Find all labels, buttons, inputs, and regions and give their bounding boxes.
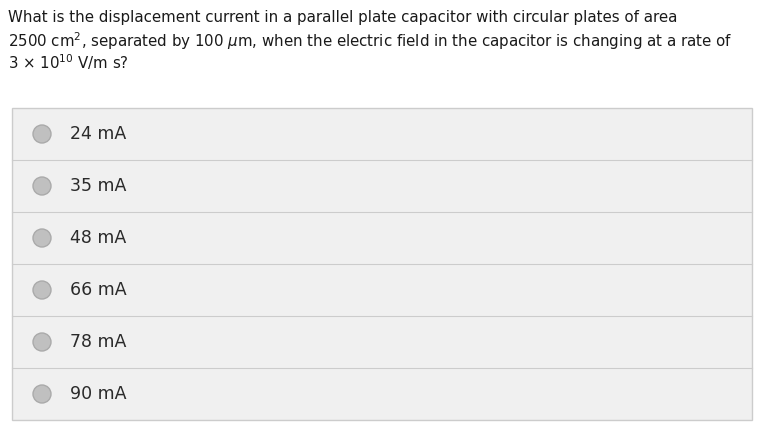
Text: 35 mA: 35 mA [70,177,127,195]
Circle shape [33,177,51,195]
Text: 90 mA: 90 mA [70,385,127,403]
Text: 78 mA: 78 mA [70,333,127,351]
Text: 48 mA: 48 mA [70,229,127,247]
Circle shape [33,385,51,403]
Text: 24 mA: 24 mA [70,125,127,143]
Text: 3 $\times$ 10$^{10}$ V/m s?: 3 $\times$ 10$^{10}$ V/m s? [8,52,129,72]
Circle shape [33,229,51,247]
Text: 2500 cm$^2$, separated by 100 $\mu$m, when the electric field in the capacitor i: 2500 cm$^2$, separated by 100 $\mu$m, wh… [8,30,732,52]
Circle shape [33,281,51,299]
Bar [12,108,752,420]
Text: 66 mA: 66 mA [70,281,127,299]
Circle shape [33,333,51,351]
Circle shape [33,125,51,143]
Text: What is the displacement current in a parallel plate capacitor with circular pla: What is the displacement current in a pa… [8,10,677,25]
